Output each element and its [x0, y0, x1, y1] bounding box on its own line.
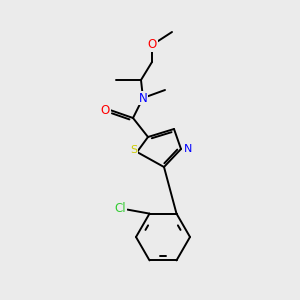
Text: S: S	[130, 145, 138, 155]
Text: N: N	[139, 92, 147, 104]
Text: Cl: Cl	[115, 202, 126, 215]
Text: O: O	[100, 103, 109, 116]
Text: N: N	[184, 144, 192, 154]
Text: O: O	[147, 38, 157, 52]
